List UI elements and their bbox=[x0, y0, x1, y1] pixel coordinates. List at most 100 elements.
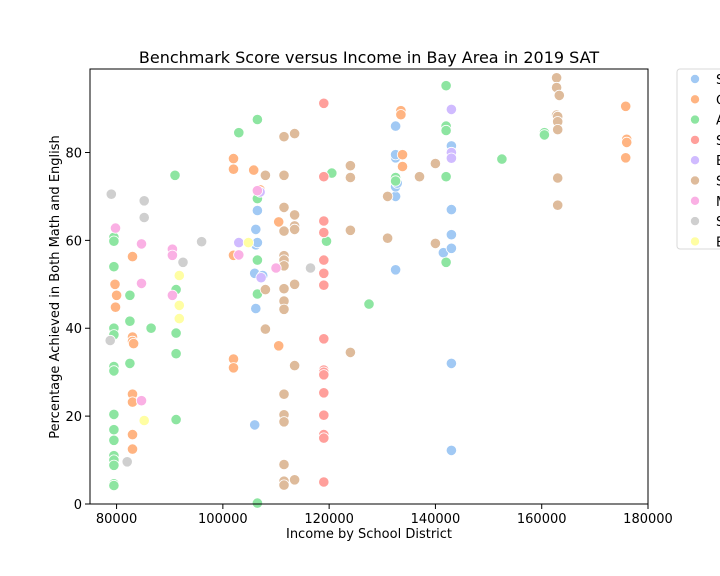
legend-marker bbox=[690, 216, 700, 226]
data-point bbox=[126, 443, 139, 455]
data-point bbox=[255, 272, 267, 284]
data-point bbox=[124, 289, 136, 301]
data-point bbox=[249, 419, 261, 431]
legend-label: S bbox=[716, 73, 720, 88]
legend-marker bbox=[690, 155, 700, 165]
data-point bbox=[196, 236, 208, 248]
legend-label: M bbox=[716, 195, 720, 210]
data-point bbox=[138, 414, 150, 427]
plot-frame bbox=[89, 68, 649, 505]
data-point bbox=[288, 359, 301, 372]
legend-marker bbox=[690, 114, 700, 125]
data-point bbox=[233, 237, 245, 249]
data-point bbox=[445, 242, 457, 254]
data-point bbox=[166, 289, 178, 301]
data-point bbox=[278, 201, 290, 213]
data-point bbox=[288, 278, 301, 290]
data-point bbox=[104, 334, 116, 347]
legend-label: S bbox=[716, 134, 720, 149]
data-point bbox=[108, 459, 120, 471]
legend-label: E bbox=[716, 154, 720, 169]
data-point bbox=[288, 474, 301, 486]
data-point bbox=[173, 312, 185, 325]
data-point bbox=[496, 153, 508, 165]
legend-label: C bbox=[716, 93, 720, 108]
legend-label: E bbox=[716, 235, 720, 250]
y-tick-label: 40 bbox=[65, 322, 82, 337]
legend-marker bbox=[690, 94, 700, 105]
data-point bbox=[278, 225, 290, 237]
legend-marker bbox=[690, 135, 700, 145]
data-point bbox=[445, 152, 457, 164]
x-axis-ticks: 80000 100000 120000 140000 160000 180000 bbox=[96, 504, 673, 527]
legend-items: SCASESMSE bbox=[690, 73, 720, 250]
x-tick-label: 100000 bbox=[198, 512, 248, 527]
data-point bbox=[445, 103, 457, 116]
y-tick-label: 80 bbox=[65, 146, 82, 161]
data-point bbox=[227, 362, 240, 374]
data-point bbox=[429, 157, 441, 170]
data-point bbox=[173, 299, 185, 311]
data-point bbox=[440, 256, 452, 268]
data-point bbox=[278, 388, 290, 400]
legend-label: A bbox=[716, 114, 720, 129]
data-point bbox=[105, 188, 117, 200]
data-point bbox=[121, 456, 133, 468]
data-point bbox=[170, 413, 182, 426]
data-point bbox=[396, 160, 409, 173]
data-point bbox=[138, 195, 150, 207]
data-point bbox=[318, 226, 330, 239]
legend-label: S bbox=[716, 175, 720, 190]
data-point bbox=[111, 289, 123, 301]
data-point bbox=[381, 190, 394, 202]
data-point bbox=[445, 204, 457, 216]
data-point bbox=[170, 327, 182, 339]
data-point bbox=[233, 249, 245, 261]
data-point bbox=[278, 303, 290, 315]
data-point bbox=[108, 424, 120, 436]
data-point bbox=[108, 365, 120, 377]
data-point bbox=[318, 432, 330, 444]
data-point bbox=[288, 223, 301, 235]
data-point bbox=[251, 204, 263, 217]
data-point bbox=[108, 479, 120, 492]
data-point bbox=[288, 209, 301, 221]
legend-marker bbox=[690, 196, 700, 206]
data-point bbox=[278, 479, 290, 491]
data-point bbox=[318, 279, 330, 291]
data-point bbox=[227, 153, 240, 165]
series-2 bbox=[109, 100, 633, 455]
data-point bbox=[128, 337, 140, 350]
data-point bbox=[270, 262, 282, 274]
data-point bbox=[538, 129, 551, 141]
series-5 bbox=[233, 103, 457, 284]
data-point bbox=[251, 113, 263, 126]
data-point bbox=[108, 261, 120, 273]
data-point bbox=[550, 72, 563, 84]
data-point bbox=[259, 323, 271, 335]
chart-title: Benchmark Score versus Income in Bay Are… bbox=[139, 48, 599, 67]
legend: SCASESMSE bbox=[676, 68, 720, 250]
legend-marker bbox=[690, 74, 700, 84]
data-point bbox=[145, 322, 157, 334]
data-point bbox=[278, 169, 290, 181]
data-point bbox=[177, 256, 189, 268]
x-tick-label: 140000 bbox=[411, 512, 461, 527]
data-point bbox=[170, 348, 182, 360]
series-3 bbox=[108, 80, 551, 509]
data-point bbox=[109, 278, 121, 290]
x-tick-label: 160000 bbox=[517, 512, 567, 527]
data-point bbox=[251, 185, 263, 197]
data-point bbox=[173, 269, 185, 282]
points-layer bbox=[104, 72, 633, 509]
data-point bbox=[304, 262, 317, 274]
data-point bbox=[278, 458, 290, 471]
data-point bbox=[169, 169, 181, 181]
data-point bbox=[109, 222, 122, 234]
data-point bbox=[344, 224, 356, 236]
data-point bbox=[233, 127, 245, 139]
data-point bbox=[259, 169, 271, 181]
data-point bbox=[620, 152, 632, 164]
y-tick-label: 0 bbox=[74, 498, 82, 513]
